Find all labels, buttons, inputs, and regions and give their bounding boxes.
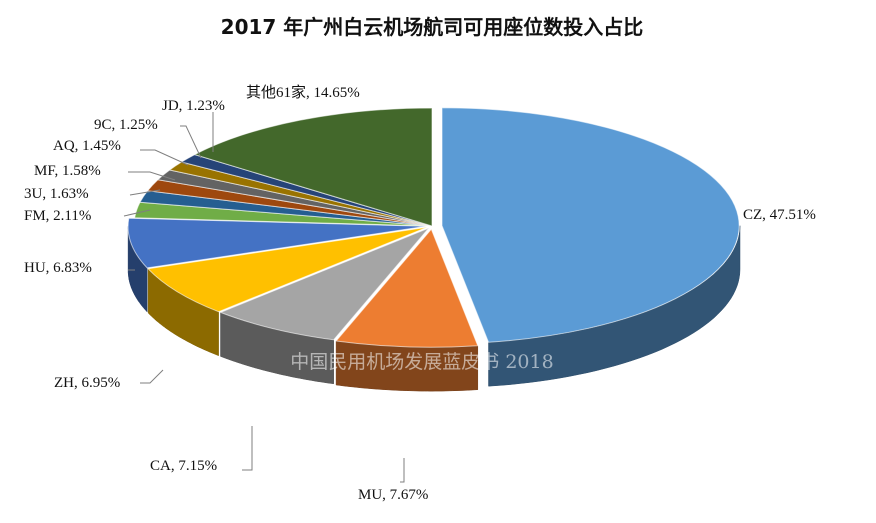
leader-line-9c: [180, 125, 202, 159]
data-label-fm: FM, 2.11%: [24, 208, 91, 224]
data-label-cz: CZ, 47.51%: [743, 207, 816, 223]
data-label-hu: HU, 6.83%: [24, 260, 92, 276]
leader-line-fm: [123, 209, 151, 217]
data-label-mf: MF, 1.58%: [34, 163, 101, 179]
label-leader-lines: [123, 112, 405, 483]
data-label-61: 其他61家, 14.65%: [246, 84, 360, 101]
pie-slice-ca: [219, 227, 430, 341]
data-label-jd: JD, 1.23%: [162, 98, 225, 114]
watermark: 中国民用机场发展蓝皮书 2018: [290, 351, 553, 373]
data-label-mu: MU, 7.67%: [358, 487, 428, 503]
leader-line-mf: [128, 171, 176, 181]
data-label-9c: 9C, 1.25%: [94, 117, 158, 133]
leader-line-aq: [140, 149, 189, 166]
pie-slice-zh: [147, 226, 428, 313]
leader-line-3u: [129, 189, 161, 196]
pie-slice-hu: [127, 217, 427, 269]
leader-line-zh: [140, 369, 164, 384]
data-label-zh: ZH, 6.95%: [54, 375, 120, 391]
pie-slice-61: [193, 107, 433, 227]
data-label-aq: AQ, 1.45%: [53, 138, 121, 154]
pie-slice-cz: [441, 107, 740, 343]
data-labels: CZ, 47.51% MU, 7.67% CA, 7.15% ZH, 6.95% HU,…: [24, 84, 816, 503]
pie-side-walls: [127, 225, 741, 392]
data-label-3u: 3U, 1.63%: [24, 186, 89, 202]
pie-slices: [127, 107, 740, 348]
chart-title: 2017 年广州白云机场航司可用座位数投入占比: [221, 15, 644, 39]
data-label-ca: CA, 7.15%: [150, 458, 217, 474]
leader-line-mu: [400, 458, 405, 483]
leader-line-ca: [242, 426, 253, 471]
pie-slice-mu: [335, 228, 479, 348]
